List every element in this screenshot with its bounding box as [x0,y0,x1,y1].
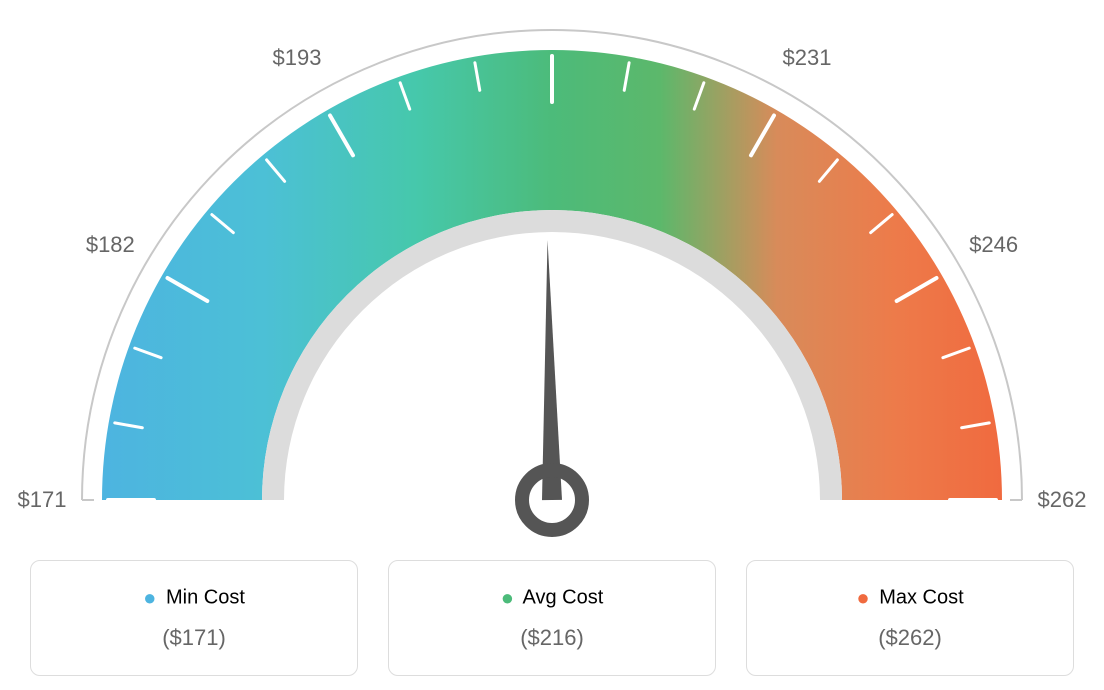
gauge-tick-label: $171 [18,487,67,513]
gauge-tick-label: $262 [1038,487,1087,513]
cost-gauge-chart: $171 $182 $193 $216 $231 $246 $262 [0,0,1104,560]
max-cost-label: Max Cost [879,586,963,608]
min-cost-label: Min Cost [166,586,245,608]
min-cost-dot-icon: ● [143,585,156,610]
cost-summary-cards: ● Min Cost ($171) ● Avg Cost ($216) ● Ma… [0,560,1104,676]
gauge-tick-label: $193 [273,45,322,71]
gauge-tick-label: $216 [528,0,577,3]
avg-cost-card: ● Avg Cost ($216) [388,560,716,676]
avg-cost-title: ● Avg Cost [399,585,705,611]
min-cost-value: ($171) [41,625,347,651]
avg-cost-label: Avg Cost [522,586,603,608]
gauge-svg [0,0,1104,560]
max-cost-card: ● Max Cost ($262) [746,560,1074,676]
max-cost-value: ($262) [757,625,1063,651]
avg-cost-value: ($216) [399,625,705,651]
gauge-tick-label: $246 [969,232,1018,258]
gauge-tick-label: $231 [783,45,832,71]
min-cost-title: ● Min Cost [41,585,347,611]
max-cost-dot-icon: ● [856,585,869,610]
min-cost-card: ● Min Cost ($171) [30,560,358,676]
max-cost-title: ● Max Cost [757,585,1063,611]
gauge-tick-label: $182 [86,232,135,258]
avg-cost-dot-icon: ● [501,585,514,610]
